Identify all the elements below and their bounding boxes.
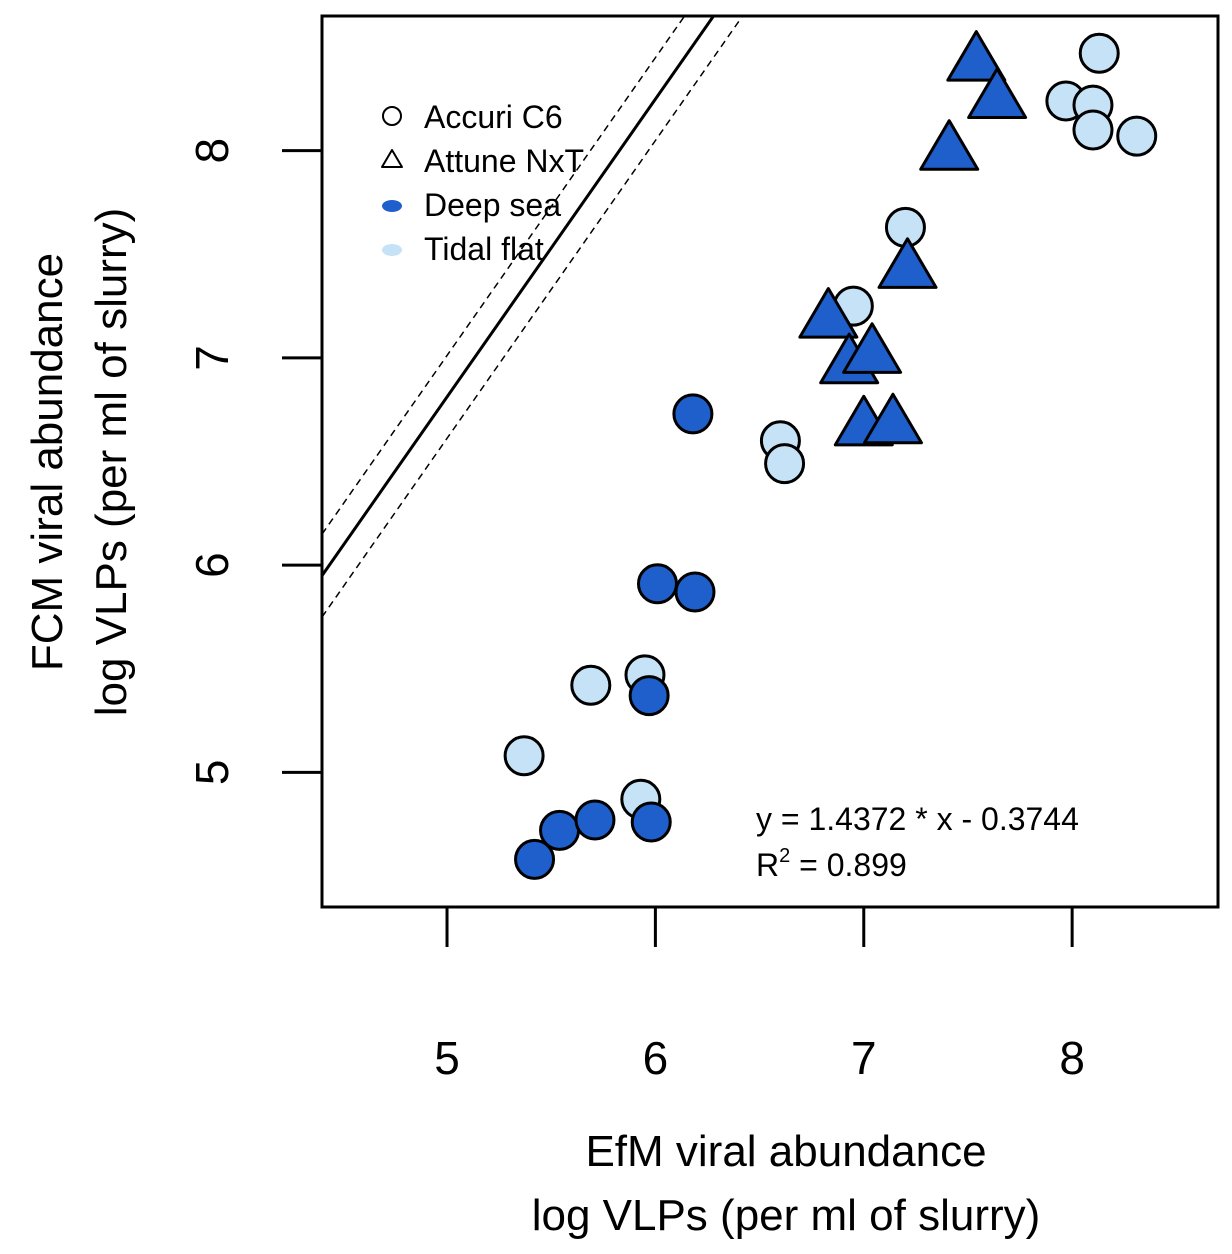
y-tick-label-7: 7 xyxy=(186,345,238,371)
r2-value: = 0.899 xyxy=(790,847,907,883)
y-axis-title-line2: log VLPs (per ml of slurry) xyxy=(87,208,136,717)
data-point-circle-s1-p7 xyxy=(672,393,714,435)
data-point-triangle-s2-p0 xyxy=(798,287,859,339)
data-point-circle-s0-p11 xyxy=(1072,109,1114,151)
legend-label-1: Attune NxT xyxy=(424,143,584,179)
fit-line xyxy=(322,16,716,577)
x-tick-label-8: 8 xyxy=(1059,1032,1085,1084)
data-point-circle-s0-p0 xyxy=(503,735,545,777)
data-point-circle-s0-p10 xyxy=(1078,32,1120,74)
data-point-circle-s1-p3 xyxy=(630,801,672,843)
data-point-circle-s0-p1 xyxy=(570,664,612,706)
data-point-circle-s1-p5 xyxy=(636,563,678,605)
x-axis-title-line1: EfM viral abundance xyxy=(585,1127,986,1176)
legend-marker-open-circle xyxy=(382,106,402,126)
legend-marker-tidal-flat xyxy=(382,244,402,256)
data-point-circle-s0-p12 xyxy=(1116,115,1158,157)
data-points xyxy=(503,30,1158,880)
fit-annotation: y = 1.4372 * x - 0.3744 R2 = 0.899 xyxy=(756,801,1079,883)
data-point-circle-s1-p2 xyxy=(574,799,616,841)
legend: Accuri C6 Attune NxT Deep sea Tidal flat xyxy=(381,99,584,267)
r2-superscript: 2 xyxy=(779,845,790,867)
x-tick-label-6: 6 xyxy=(643,1032,669,1084)
data-point-triangle-s2-p5 xyxy=(877,237,938,289)
data-point-circle-s1-p1 xyxy=(539,809,581,851)
y-axis-title: FCM viral abundance log VLPs (per ml of … xyxy=(23,208,136,717)
data-point-circle-s1-p0 xyxy=(514,838,556,880)
x-tick-label-5: 5 xyxy=(434,1032,460,1084)
y-tick-label-5: 5 xyxy=(186,760,238,786)
data-point-triangle-s2-p6 xyxy=(919,119,980,171)
fit-equation: y = 1.4372 * x - 0.3744 xyxy=(756,801,1079,837)
data-point-triangle-s2-p4 xyxy=(862,392,923,445)
legend-label-0: Accuri C6 xyxy=(424,99,563,135)
legend-marker-open-triangle xyxy=(381,149,403,168)
x-axis-title-line2: log VLPs (per ml of slurry) xyxy=(532,1191,1041,1240)
plot-frame xyxy=(320,14,1220,909)
r2-prefix: R xyxy=(756,847,779,883)
data-point-circle-s1-p6 xyxy=(674,571,716,613)
data-point-triangle-s2-p8 xyxy=(967,67,1028,119)
y-tick-label-6: 6 xyxy=(186,552,238,578)
axes: 5 6 7 8 5 6 7 8 xyxy=(186,14,1220,1084)
data-point-triangle-s2-p2 xyxy=(842,322,903,374)
regression-lines xyxy=(322,16,744,618)
data-point-triangle-s2-p7 xyxy=(946,30,1007,82)
legend-label-2: Deep sea xyxy=(424,187,561,223)
legend-label-3: Tidal flat xyxy=(424,231,544,267)
data-point-circle-s1-p4 xyxy=(628,675,670,717)
data-point-circle-s0-p5 xyxy=(764,443,806,485)
y-tick-label-8: 8 xyxy=(186,138,238,164)
x-tick-label-7: 7 xyxy=(851,1032,877,1084)
y-axis-title-line1: FCM viral abundance xyxy=(23,253,72,671)
x-axis-title: EfM viral abundance log VLPs (per ml of … xyxy=(532,1127,1041,1240)
legend-marker-deep-sea xyxy=(382,200,402,212)
fit-r-squared: R2 = 0.899 xyxy=(756,845,907,883)
